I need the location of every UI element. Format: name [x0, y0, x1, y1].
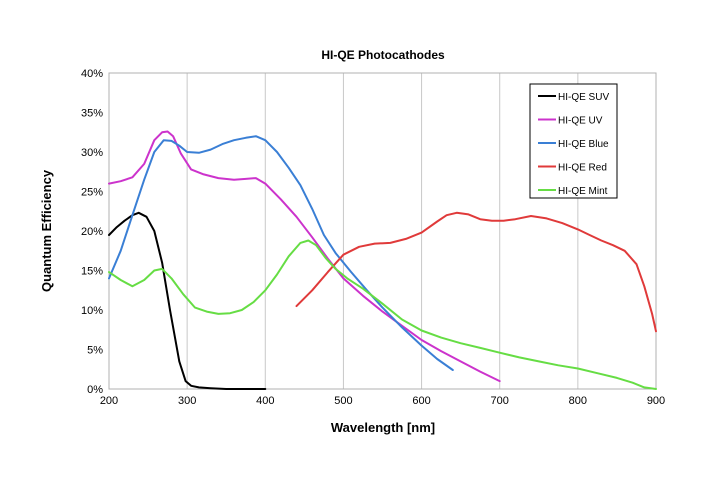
x-tick-label: 400 [256, 395, 274, 407]
y-tick-label: 5% [87, 345, 103, 357]
y-tick-label: 20% [81, 226, 103, 238]
legend-label: HI-QE Red [558, 163, 607, 174]
legend-label: HI-QE Mint [558, 186, 608, 197]
legend-label: HI-QE Blue [558, 139, 609, 150]
y-axis-label: Quantum Efficiency [39, 169, 54, 292]
y-tick-label: 15% [81, 266, 103, 278]
chart-title: HI-QE Photocathodes [321, 48, 445, 62]
x-tick-label: 300 [178, 395, 196, 407]
series-line-hi-qe-mint [108, 239, 657, 390]
x-axis-ticks: 200 300 400 500 600 700 800 900 [100, 395, 665, 407]
x-tick-label: 500 [334, 395, 352, 407]
y-tick-label: 0% [87, 384, 103, 396]
legend-label: HI-QE UV [558, 116, 603, 127]
legend-box [529, 83, 618, 199]
x-tick-label: 800 [569, 395, 587, 407]
grid-lines [186, 73, 579, 389]
series-line-hi-qe-red [295, 211, 657, 333]
x-tick-label: 600 [412, 395, 430, 407]
y-tick-label: 10% [81, 305, 103, 317]
x-tick-label: 700 [491, 395, 509, 407]
series-layer [108, 130, 657, 390]
y-tick-label: 40% [81, 68, 103, 80]
plot-frame [108, 72, 657, 390]
legend: HI-QE SUV HI-QE UV HI-QE Blue HI-QE Red HI-Q… [529, 83, 618, 199]
series-line-hi-qe-suv [108, 211, 267, 390]
legend-label: HI-QE SUV [558, 92, 609, 103]
x-axis-label: Wavelength [nm] [331, 420, 435, 435]
series-line-hi-qe-uv [108, 130, 501, 383]
x-tick-label: 900 [647, 395, 665, 407]
x-tick-label: 200 [100, 395, 118, 407]
y-axis-ticks: 0% 5% 10% 15% 20% 25% 30% 35% 40% [81, 68, 103, 396]
y-tick-label: 30% [81, 147, 103, 159]
y-tick-label: 35% [81, 108, 103, 120]
y-tick-label: 25% [81, 187, 103, 199]
